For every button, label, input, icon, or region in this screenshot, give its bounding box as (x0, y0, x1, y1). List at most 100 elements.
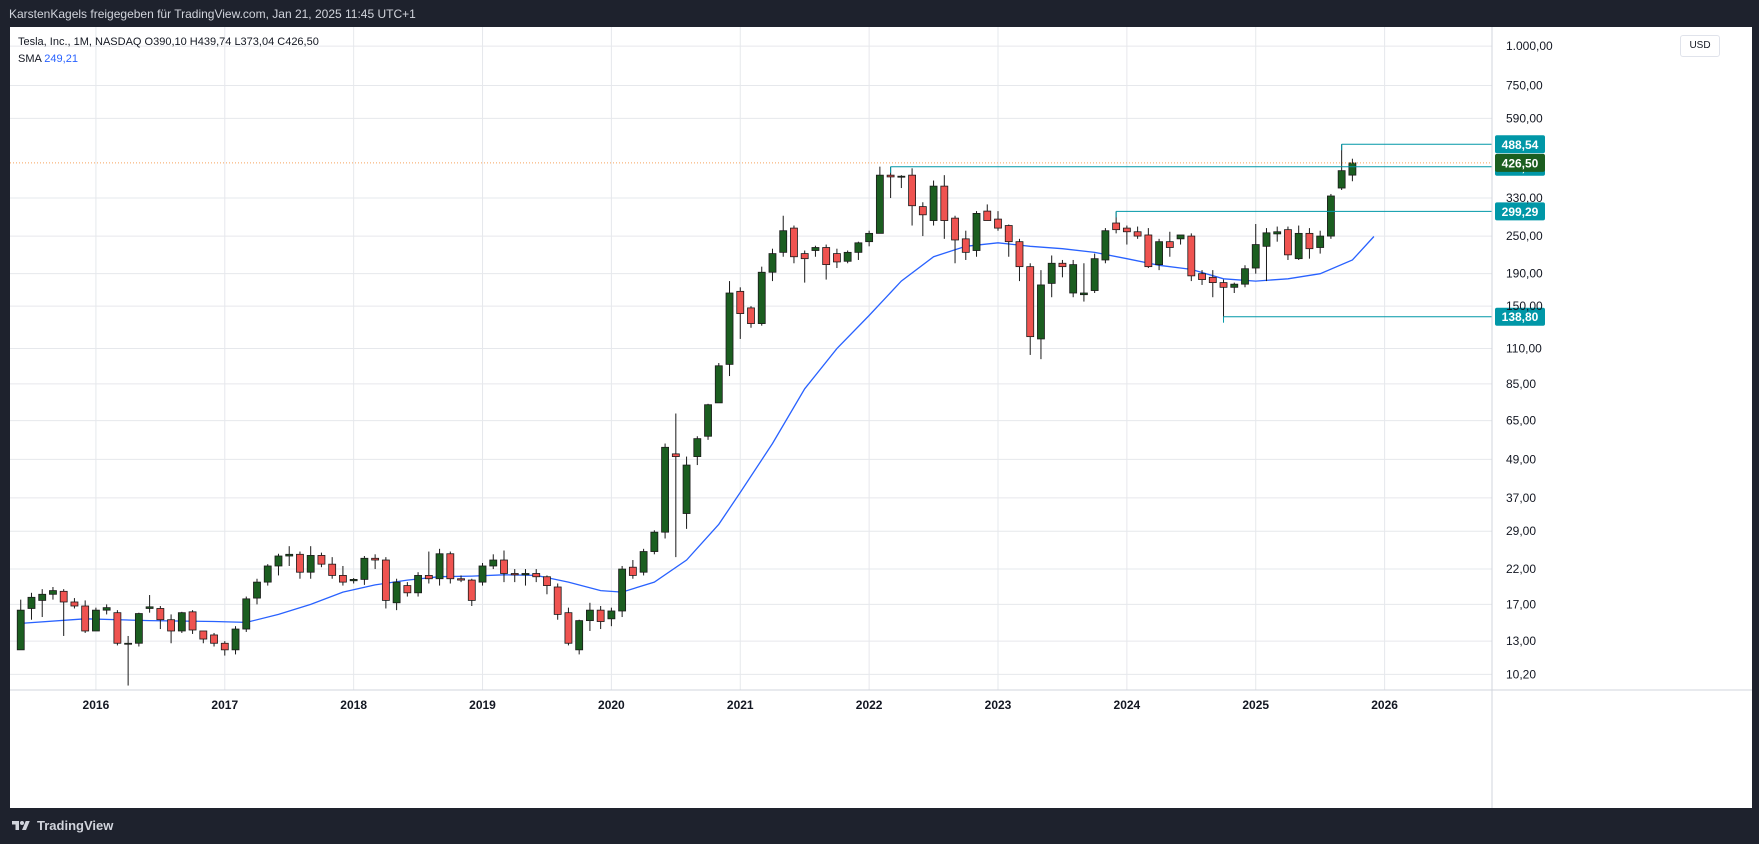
candle-body (800, 253, 809, 260)
candle (983, 204, 992, 221)
candle-body (1080, 292, 1088, 296)
candle-body (1251, 244, 1260, 269)
candle-body (779, 230, 788, 253)
candle-body (167, 619, 175, 632)
tradingview-logo[interactable]: TradingView (10, 818, 113, 833)
candle-body (446, 553, 455, 580)
level-label: 488,54 (1502, 138, 1539, 152)
candle-body (1337, 170, 1346, 189)
candle-body (124, 642, 133, 645)
candle (833, 248, 841, 269)
candle (92, 607, 100, 632)
sma-line (20, 236, 1375, 625)
candle (1004, 224, 1013, 257)
candle (822, 244, 831, 280)
candle (875, 166, 884, 234)
sma-line-group (20, 236, 1375, 625)
y-tick-label: 750,00 (1506, 79, 1543, 93)
candle (1037, 270, 1045, 360)
candle (317, 552, 326, 568)
candle (70, 598, 79, 609)
candle-body (972, 213, 981, 251)
candle-body (682, 464, 691, 514)
candle (435, 548, 444, 586)
candle (553, 583, 562, 620)
candle-body (1165, 241, 1174, 248)
candle-body (607, 610, 616, 620)
candle-body (296, 553, 304, 573)
candle (263, 564, 272, 586)
candle (177, 611, 186, 633)
last-price-box (1495, 153, 1545, 172)
candle (929, 180, 938, 226)
candle (564, 607, 573, 646)
candle-body (704, 404, 712, 437)
candle-body (983, 210, 992, 221)
candle (328, 557, 337, 579)
y-tick-label: 330,00 (1506, 191, 1543, 205)
candle (1090, 253, 1099, 294)
y-tick-label: 10,20 (1506, 667, 1536, 681)
candle (49, 586, 57, 600)
candle-body (747, 307, 755, 324)
candle (1144, 228, 1153, 269)
chart-panel[interactable] (10, 27, 1752, 808)
currency-button[interactable]: USD (1680, 35, 1720, 57)
candle-body (822, 247, 831, 266)
candle-body (113, 612, 122, 644)
candle-body (886, 174, 895, 178)
candle (16, 599, 25, 651)
candle (124, 635, 133, 686)
y-tick-label: 250,00 (1506, 229, 1543, 243)
candle (639, 548, 648, 576)
candle (693, 436, 702, 466)
candle (1262, 228, 1271, 282)
candle (446, 551, 455, 584)
candle-body (102, 607, 111, 611)
share-header: KarstenKagels freigegeben für TradingVie… (0, 0, 1759, 27)
candle (1026, 263, 1035, 355)
candle-body (650, 531, 659, 552)
candle (790, 225, 798, 264)
candle-body (1284, 229, 1292, 256)
candle (489, 554, 498, 570)
y-tick-label: 17,00 (1506, 597, 1536, 611)
candle (510, 569, 519, 583)
candle-body (231, 628, 240, 651)
candle (1187, 233, 1196, 282)
candle-body (553, 586, 562, 615)
candle (414, 572, 422, 597)
candle-body (1176, 234, 1185, 240)
candle (392, 578, 401, 611)
candle (231, 626, 240, 655)
candle (865, 230, 874, 247)
candle-body (961, 238, 970, 253)
candle (424, 551, 433, 584)
y-tick-label: 1.000,00 (1506, 39, 1553, 53)
candle (188, 610, 197, 634)
candle-body (328, 563, 337, 576)
candle-body (306, 555, 315, 573)
candle-body (532, 573, 541, 578)
candle-body (1198, 273, 1206, 280)
candle (1015, 238, 1024, 282)
candle (843, 250, 852, 264)
candle-body (177, 612, 186, 632)
candle-body (253, 581, 261, 599)
candle-body (1133, 231, 1142, 237)
candle (661, 443, 669, 539)
candle-body (199, 630, 208, 640)
candle-body (1273, 231, 1282, 235)
candle-body (1069, 264, 1078, 294)
grid (10, 27, 1492, 690)
level-label: 138,80 (1502, 310, 1539, 324)
candle (1208, 270, 1217, 298)
candle (951, 215, 959, 264)
candle-body (865, 232, 874, 243)
candle (618, 565, 627, 618)
candle-body (263, 565, 272, 583)
symbol-ohlc: Tesla, Inc., 1M, NASDAQ O390,10 H439,74 … (18, 36, 319, 48)
candle (575, 619, 584, 655)
candle (306, 546, 315, 579)
